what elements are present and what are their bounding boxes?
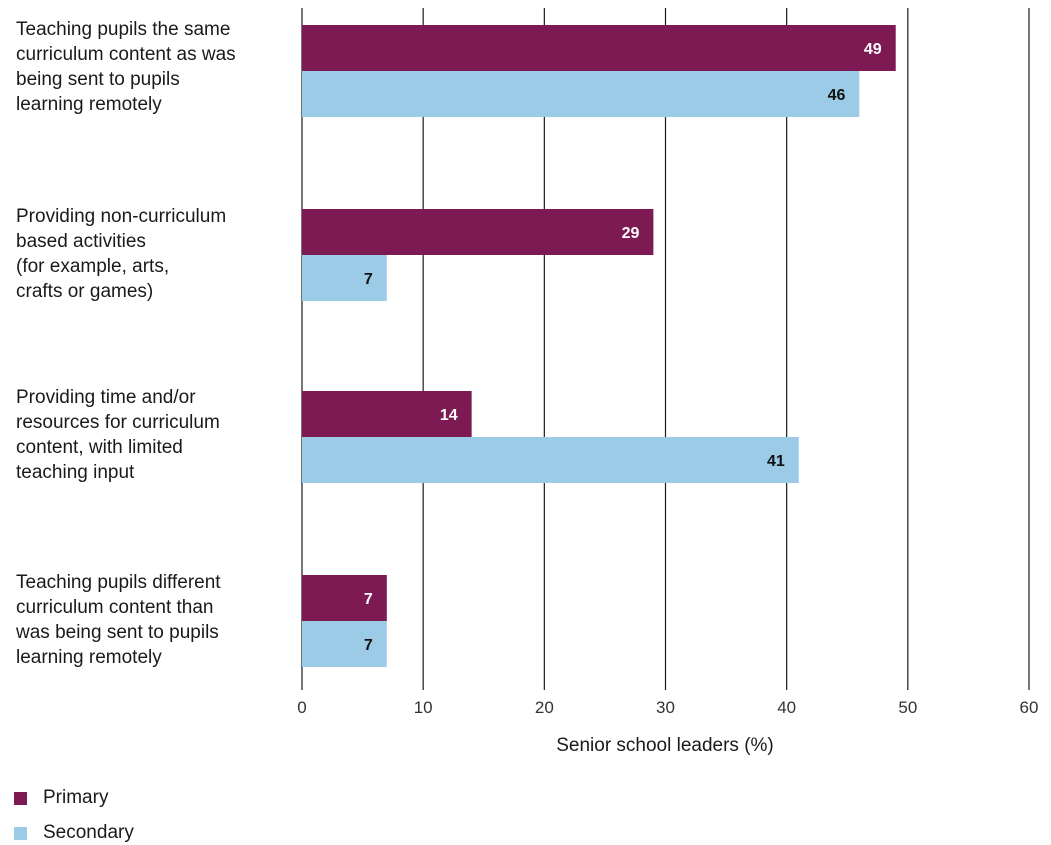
bar-primary [302,575,387,621]
x-tick-label: 60 [1020,698,1039,717]
data-label: 7 [364,591,373,608]
legend-label-secondary: Secondary [43,822,134,843]
category-label: Providing non-curriculum based activitie… [16,206,227,302]
x-axis-title: Senior school leaders (%) [556,735,774,756]
x-tick-label: 20 [535,698,554,717]
bar-secondary [302,437,799,483]
data-label: 49 [864,41,882,58]
x-tick-label: 30 [656,698,675,717]
category-label: Teaching pupils the same curriculum cont… [16,19,236,115]
category-label: Teaching pupils different curriculum con… [16,572,221,668]
data-label: 41 [767,453,785,470]
legend-swatch-secondary [14,826,27,840]
data-label: 14 [440,407,458,424]
data-label: 7 [364,271,373,288]
data-label: 7 [364,637,373,654]
bar-secondary [302,621,387,667]
legend-swatch-primary [14,791,27,805]
bar-secondary [302,71,860,117]
x-tick-label: 0 [297,698,306,717]
data-label: 29 [622,225,640,242]
legend-item-secondary: Secondary [14,822,134,844]
x-tick-label: 10 [414,698,433,717]
bar-primary [302,209,654,255]
legend-item-primary: Primary [14,787,108,809]
bar-primary [302,391,472,437]
x-tick-label: 40 [777,698,796,717]
legend-label-primary: Primary [43,787,109,808]
bar-secondary [302,255,387,301]
bar-primary [302,25,896,71]
x-tick-label: 50 [898,698,917,717]
category-label: Providing time and/or resources for curr… [16,387,220,483]
data-label: 46 [828,87,846,104]
